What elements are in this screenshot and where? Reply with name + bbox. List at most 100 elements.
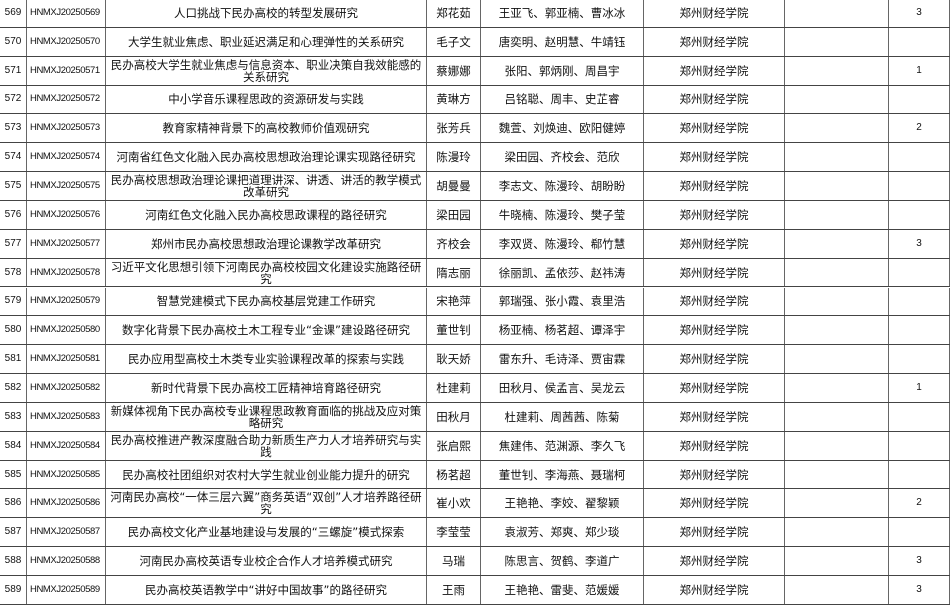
school-name[interactable]: 郑州财经学院: [644, 27, 785, 56]
rank-cell[interactable]: 3: [889, 229, 950, 258]
project-title[interactable]: 民办应用型高校土木类专业实验课程改革的探索与实践: [106, 345, 427, 374]
note-cell[interactable]: [785, 229, 889, 258]
project-leader[interactable]: 马瑞: [427, 547, 481, 575]
note-cell[interactable]: [785, 576, 889, 604]
project-title[interactable]: 教育家精神背景下的高校教师价值观研究: [106, 114, 427, 143]
school-name[interactable]: 郑州财经学院: [644, 518, 785, 547]
row-number[interactable]: 587: [0, 518, 27, 547]
school-name[interactable]: 郑州财经学院: [644, 345, 785, 374]
project-title[interactable]: 河南省红色文化融入民办高校思想政治理论课实现路径研究: [106, 143, 427, 172]
note-cell[interactable]: [785, 374, 889, 402]
row-number[interactable]: 588: [0, 547, 27, 575]
rank-cell[interactable]: [889, 345, 950, 374]
row-number[interactable]: 570: [0, 27, 27, 56]
project-members[interactable]: 吕铭聪、周丰、史芷睿: [481, 85, 644, 114]
project-members[interactable]: 杨亚楠、杨茗超、谭泽宇: [481, 316, 644, 345]
project-title[interactable]: 大学生就业焦虑、职业延迟满足和心理弹性的关系研究: [106, 27, 427, 56]
project-members[interactable]: 雷东升、毛诗泽、贾宙霖: [481, 345, 644, 374]
note-cell[interactable]: [785, 431, 889, 460]
rank-cell[interactable]: 1: [889, 374, 950, 402]
project-leader[interactable]: 梁田园: [427, 200, 481, 229]
rank-cell[interactable]: [889, 200, 950, 229]
note-cell[interactable]: [785, 200, 889, 229]
project-members[interactable]: 唐奕明、赵明慧、牛靖钰: [481, 27, 644, 56]
rank-cell[interactable]: [889, 172, 950, 200]
project-title[interactable]: 民办高校推进产教深度融合助力新质生产力人才培养研究与实践: [106, 431, 427, 460]
project-members[interactable]: 梁田园、齐校会、范欣: [481, 143, 644, 172]
project-leader[interactable]: 毛子文: [427, 27, 481, 56]
project-members[interactable]: 陈思言、贺鹤、李道广: [481, 547, 644, 575]
row-number[interactable]: 582: [0, 374, 27, 402]
project-members[interactable]: 张阳、郭炳刚、周昌宇: [481, 56, 644, 85]
note-cell[interactable]: [785, 547, 889, 575]
project-code[interactable]: HNMXJ20250576: [27, 200, 106, 229]
school-name[interactable]: 郑州财经学院: [644, 547, 785, 575]
note-cell[interactable]: [785, 489, 889, 518]
row-number[interactable]: 584: [0, 431, 27, 460]
project-members[interactable]: 田秋月、侯孟言、吴龙云: [481, 374, 644, 402]
project-members[interactable]: 杜建莉、周茜茜、陈菊: [481, 402, 644, 431]
project-leader[interactable]: 郑花茹: [427, 0, 481, 27]
school-name[interactable]: 郑州财经学院: [644, 316, 785, 345]
rank-cell[interactable]: 3: [889, 0, 950, 27]
rank-cell[interactable]: [889, 258, 950, 287]
row-number[interactable]: 577: [0, 229, 27, 258]
project-code[interactable]: HNMXJ20250588: [27, 547, 106, 575]
row-number[interactable]: 575: [0, 172, 27, 200]
rank-cell[interactable]: [889, 402, 950, 431]
project-leader[interactable]: 王雨: [427, 576, 481, 604]
project-code[interactable]: HNMXJ20250573: [27, 114, 106, 143]
project-leader[interactable]: 宋艳萍: [427, 287, 481, 316]
note-cell[interactable]: [785, 56, 889, 85]
row-number[interactable]: 585: [0, 460, 27, 489]
project-code[interactable]: HNMXJ20250584: [27, 431, 106, 460]
project-title[interactable]: 河南红色文化融入民办高校思政课程的路径研究: [106, 200, 427, 229]
project-title[interactable]: 民办高校英语教学中“讲好中国故事”的路径研究: [106, 576, 427, 604]
project-code[interactable]: HNMXJ20250579: [27, 287, 106, 316]
project-title[interactable]: 民办高校大学生就业焦虑与信息资本、职业决策自我效能感的关系研究: [106, 56, 427, 85]
project-code[interactable]: HNMXJ20250581: [27, 345, 106, 374]
row-number[interactable]: 583: [0, 402, 27, 431]
project-leader[interactable]: 蔡娜娜: [427, 56, 481, 85]
school-name[interactable]: 郑州财经学院: [644, 402, 785, 431]
project-code[interactable]: HNMXJ20250572: [27, 85, 106, 114]
project-title[interactable]: 民办高校思想政治理论课把道理讲深、讲透、讲活的教学模式改革研究: [106, 172, 427, 200]
project-title[interactable]: 人口挑战下民办高校的转型发展研究: [106, 0, 427, 27]
row-number[interactable]: 572: [0, 85, 27, 114]
project-title[interactable]: 数字化背景下民办高校土木工程专业“金课”建设路径研究: [106, 316, 427, 345]
rank-cell[interactable]: [889, 27, 950, 56]
note-cell[interactable]: [785, 114, 889, 143]
project-members[interactable]: 焦建伟、范渊源、李久飞: [481, 431, 644, 460]
project-code[interactable]: HNMXJ20250578: [27, 258, 106, 287]
row-number[interactable]: 569: [0, 0, 27, 27]
project-title[interactable]: 民办高校文化产业基地建设与发展的“三螺旋”模式探索: [106, 518, 427, 547]
row-number[interactable]: 579: [0, 287, 27, 316]
rank-cell[interactable]: [889, 316, 950, 345]
school-name[interactable]: 郑州财经学院: [644, 287, 785, 316]
project-leader[interactable]: 黄琳方: [427, 85, 481, 114]
project-title[interactable]: 民办高校社团组织对农村大学生就业创业能力提升的研究: [106, 460, 427, 489]
project-members[interactable]: 徐丽凯、孟依莎、赵祎涛: [481, 258, 644, 287]
project-leader[interactable]: 耿天娇: [427, 345, 481, 374]
project-title[interactable]: 智慧党建模式下民办高校基层党建工作研究: [106, 287, 427, 316]
rank-cell[interactable]: 1: [889, 56, 950, 85]
note-cell[interactable]: [785, 287, 889, 316]
rank-cell[interactable]: [889, 431, 950, 460]
row-number[interactable]: 580: [0, 316, 27, 345]
project-code[interactable]: HNMXJ20250582: [27, 374, 106, 402]
project-code[interactable]: HNMXJ20250570: [27, 27, 106, 56]
project-title[interactable]: 新媒体视角下民办高校专业课程思政教育面临的挑战及应对策略研究: [106, 402, 427, 431]
project-code[interactable]: HNMXJ20250574: [27, 143, 106, 172]
project-members[interactable]: 郭瑞强、张小霞、袁里浩: [481, 287, 644, 316]
row-number[interactable]: 576: [0, 200, 27, 229]
project-members[interactable]: 魏萱、刘焕迪、欧阳健婷: [481, 114, 644, 143]
project-code[interactable]: HNMXJ20250585: [27, 460, 106, 489]
project-members[interactable]: 王亚飞、郭亚楠、曹冰冰: [481, 0, 644, 27]
school-name[interactable]: 郑州财经学院: [644, 56, 785, 85]
note-cell[interactable]: [785, 27, 889, 56]
project-leader[interactable]: 齐校会: [427, 229, 481, 258]
rank-cell[interactable]: [889, 85, 950, 114]
row-number[interactable]: 586: [0, 489, 27, 518]
project-code[interactable]: HNMXJ20250569: [27, 0, 106, 27]
project-members[interactable]: 王艳艳、李姣、翟黎颖: [481, 489, 644, 518]
